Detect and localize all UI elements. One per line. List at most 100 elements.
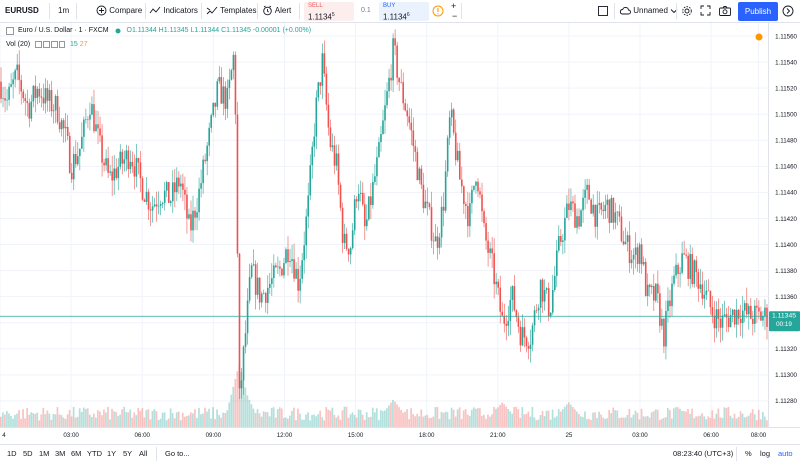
log-toggle[interactable]: log xyxy=(760,449,771,458)
volume-bar xyxy=(256,409,259,427)
candle xyxy=(737,308,740,325)
fullscreen-button[interactable] xyxy=(700,0,711,22)
volume-bar xyxy=(646,415,649,427)
volume-bar xyxy=(412,414,415,427)
candle xyxy=(655,283,657,303)
candle-body xyxy=(337,153,340,185)
candle-body xyxy=(689,253,691,279)
candle-body xyxy=(721,315,724,328)
range-button-5y[interactable]: 5Y xyxy=(123,449,133,458)
divider xyxy=(156,447,157,461)
candle-body xyxy=(679,272,681,274)
candle-body xyxy=(630,259,633,264)
interval-button[interactable]: 1m xyxy=(58,6,70,15)
minus-icon[interactable]: − xyxy=(452,11,458,21)
layout-menu[interactable]: Unnamed xyxy=(619,0,678,22)
sell-button[interactable]: SELL 1.11345 xyxy=(304,2,354,22)
candle-body xyxy=(242,346,245,381)
candle xyxy=(446,135,449,177)
candle xyxy=(442,192,445,227)
checkbox-icon[interactable] xyxy=(598,0,608,22)
volume-bar xyxy=(111,408,113,427)
percent-toggle[interactable]: % xyxy=(745,449,752,458)
candle-body xyxy=(54,95,57,111)
candle-body xyxy=(610,197,613,223)
candle-body xyxy=(632,254,635,260)
candle xyxy=(56,89,59,125)
candle-body xyxy=(18,64,21,81)
volume-bar xyxy=(244,387,247,427)
volume-bar xyxy=(92,413,95,427)
series-legend[interactable]: Euro / U.S. Dollar · 1 · FXCM O1.11344 H… xyxy=(6,26,311,35)
candle-body xyxy=(705,290,708,295)
volume-bar xyxy=(545,410,548,427)
volume-bar xyxy=(466,414,469,427)
plus-icon[interactable]: + xyxy=(451,1,457,11)
candle-body xyxy=(495,281,497,285)
volume-bar xyxy=(230,394,233,427)
volume-bar xyxy=(163,412,166,427)
range-button-ytd[interactable]: YTD xyxy=(87,449,102,458)
indicator-controls-icon[interactable] xyxy=(35,40,66,48)
volume-bar xyxy=(468,415,471,427)
price-tick-label: 1.11560 xyxy=(775,33,797,40)
volume-bar xyxy=(62,417,65,427)
candle-body xyxy=(640,244,643,265)
volume-bar xyxy=(246,395,249,427)
auto-toggle[interactable]: auto xyxy=(778,449,793,458)
candle xyxy=(653,273,655,311)
candle-body xyxy=(279,266,281,269)
candle xyxy=(650,283,653,295)
volume-bar xyxy=(381,411,384,427)
range-button-6m[interactable]: 6M xyxy=(71,449,82,458)
candle-body xyxy=(406,110,409,117)
right-panel-button[interactable] xyxy=(782,0,794,22)
candle-body xyxy=(529,344,532,349)
buy-button[interactable]: BUY 1.11346 xyxy=(379,2,429,22)
clock-label[interactable]: 08:23:40 (UTC+3) xyxy=(673,449,734,458)
candle xyxy=(214,102,217,118)
candle-body xyxy=(283,263,285,276)
volume-bar xyxy=(590,419,592,427)
snapshot-button[interactable] xyxy=(719,0,731,22)
alert-button[interactable]: Alert xyxy=(262,0,291,22)
divider xyxy=(145,3,146,19)
info-button[interactable] xyxy=(432,0,444,22)
candle-body xyxy=(79,148,81,157)
range-button-1m[interactable]: 1M xyxy=(39,449,50,458)
collapse-icon[interactable] xyxy=(6,26,14,35)
candle-body xyxy=(139,162,142,179)
settings-button[interactable] xyxy=(681,0,693,22)
volume-bar xyxy=(147,409,150,427)
volume-legend[interactable]: Vol (20) 15 27 xyxy=(6,40,88,49)
candle xyxy=(764,299,766,331)
candle xyxy=(125,144,128,172)
candle xyxy=(493,238,495,299)
publish-button[interactable]: Publish xyxy=(738,2,778,21)
range-button-1d[interactable]: 1D xyxy=(7,449,17,458)
compare-button[interactable]: Compare xyxy=(96,0,142,22)
candle-body xyxy=(527,346,530,349)
candle xyxy=(644,258,647,297)
volume-bar xyxy=(580,416,582,427)
volume-bar xyxy=(723,407,726,427)
symbol-search[interactable]: EURUSD xyxy=(5,6,39,15)
templates-button[interactable]: Templates xyxy=(206,0,257,22)
volume-bar xyxy=(208,408,210,427)
range-button-5d[interactable]: 5D xyxy=(23,449,33,458)
volume-bar xyxy=(240,371,243,427)
price-tick-label: 1.11280 xyxy=(775,398,797,405)
range-button-1y[interactable]: 1Y xyxy=(107,449,117,458)
price-chart[interactable]: 1.112801.113001.113201.113401.113601.113… xyxy=(0,23,800,444)
volume-bar xyxy=(660,418,663,427)
candle-body xyxy=(216,81,219,107)
candle-body xyxy=(58,122,61,130)
candle xyxy=(121,149,124,175)
candle-body xyxy=(452,109,455,133)
candle xyxy=(762,310,764,327)
indicators-button[interactable]: Indicators xyxy=(149,0,198,22)
goto-button[interactable]: Go to... xyxy=(165,449,190,458)
range-button-3m[interactable]: 3M xyxy=(55,449,66,458)
candle-body xyxy=(204,159,206,162)
range-button-all[interactable]: All xyxy=(139,449,148,458)
